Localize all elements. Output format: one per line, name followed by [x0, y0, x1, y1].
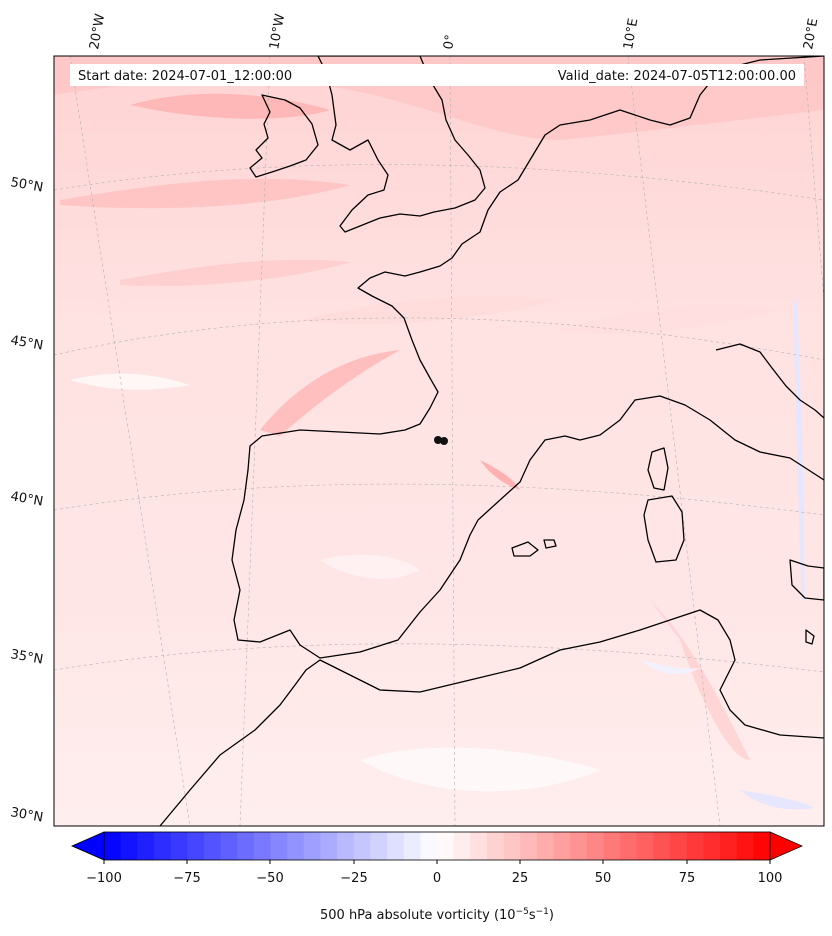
colorbar-cell [720, 832, 738, 860]
coast-great-britain [317, 56, 486, 233]
colorbar-cell [403, 832, 421, 860]
graticule [54, 56, 824, 826]
longitude-ticks: 20°W 10°W 0° 10°E 20°E [87, 13, 821, 51]
colorbar-cell [437, 832, 455, 860]
colorbar-cell [320, 832, 338, 860]
colorbar-max-extend [769, 831, 803, 861]
lon-tick-label: 10°E [621, 17, 641, 50]
colorbar-cell [620, 832, 638, 860]
lat-tick-label: 35°N [9, 647, 44, 667]
colorbar-cell [353, 832, 371, 860]
coast-sicily [789, 559, 824, 601]
colorbar-cell [536, 832, 555, 860]
coast-ireland [249, 94, 319, 178]
lat-tick-label: 30°N [9, 805, 44, 825]
colorbar-cell [170, 832, 188, 860]
coast-adriatic [715, 343, 824, 419]
colorbar-tick-label: −100 [86, 871, 122, 886]
colorbar-cell [486, 832, 505, 860]
colorbar-tick-label: 100 [758, 871, 783, 886]
lon-tick-label: 20°W [87, 13, 108, 51]
colorbar-cell [253, 832, 272, 860]
colorbar-tick-label: −25 [340, 871, 367, 886]
lon-tick-label: 10°W [267, 13, 288, 51]
colorbar-cell [220, 832, 238, 860]
colorbar-cell [503, 832, 521, 860]
colorbar-cell [104, 832, 122, 860]
colorbar-cell [736, 832, 754, 860]
coast-north-africa [159, 609, 824, 826]
colorbar-cell [753, 832, 771, 860]
colorbar-cell [287, 832, 305, 860]
colorbar-cell [187, 832, 205, 860]
coast-balearics [511, 539, 557, 557]
colorbar-cell [653, 832, 671, 860]
coast-tunisia-cape [805, 629, 815, 645]
valid-date-label: Valid_date: 2024-07-05T12:00:00.00 [558, 69, 796, 84]
colorbar-cell [453, 832, 471, 860]
colorbar-cell [270, 832, 288, 860]
colorbar-tick-label: −50 [256, 871, 283, 886]
colorbar-cell [337, 832, 355, 860]
colorbar-tick-label: 0 [433, 871, 441, 886]
map-frame [53, 55, 825, 827]
coastlines [159, 56, 824, 826]
colorbar-cell [153, 832, 172, 860]
colorbar-cell [137, 832, 155, 860]
latitude-ticks: 50°N 45°N 40°N 35°N 30°N [9, 175, 44, 825]
colorbar-tick-label: 25 [512, 871, 529, 886]
colorbar: −100 −75 −50 −25 0 25 50 75 100 500 hPa … [71, 831, 803, 923]
colorbar-cells [104, 832, 771, 860]
lat-tick-label: 45°N [9, 333, 44, 353]
colorbar-cell [636, 832, 655, 860]
coast-sardinia [643, 495, 685, 563]
header-bar: Start date: 2024-07-01_12:00:00 Valid_da… [70, 64, 804, 86]
colorbar-cell [470, 832, 488, 860]
colorbar-cell [387, 832, 405, 860]
colorbar-label: 500 hPa absolute vorticity (10−5s−1) [320, 907, 554, 923]
colorbar-cell [120, 832, 138, 860]
marker-dots [434, 436, 448, 445]
lat-tick-label: 40°N [9, 489, 44, 509]
colorbar-cell [303, 832, 322, 860]
colorbar-cell [420, 832, 438, 860]
colorbar-min-extend [71, 831, 105, 861]
colorbar-cell [370, 832, 388, 860]
lat-tick-label: 50°N [9, 175, 44, 195]
start-date-label: Start date: 2024-07-01_12:00:00 [78, 69, 292, 84]
lon-tick-label: 0° [441, 34, 458, 51]
colorbar-cell [586, 832, 605, 860]
coast-continental-europe [231, 56, 824, 659]
colorbar-cell [603, 832, 621, 860]
map-panel: Start date: 2024-07-01_12:00:00 Valid_da… [54, 56, 824, 826]
colorbar-cell [686, 832, 704, 860]
colorbar-cell [570, 832, 588, 860]
coast-corsica [647, 447, 669, 491]
colorbar-tick-label: −75 [173, 871, 200, 886]
colorbar-ticks: −100 −75 −50 −25 0 25 50 75 100 [86, 860, 782, 886]
lon-tick-label: 20°E [801, 17, 821, 50]
colorbar-cell [237, 832, 255, 860]
colorbar-tick-label: 50 [595, 871, 612, 886]
colorbar-cell [553, 832, 571, 860]
colorbar-tick-label: 75 [679, 871, 696, 886]
colorbar-cell [203, 832, 222, 860]
colorbar-cell [703, 832, 721, 860]
colorbar-cell [520, 832, 538, 860]
colorbar-cell [670, 832, 688, 860]
